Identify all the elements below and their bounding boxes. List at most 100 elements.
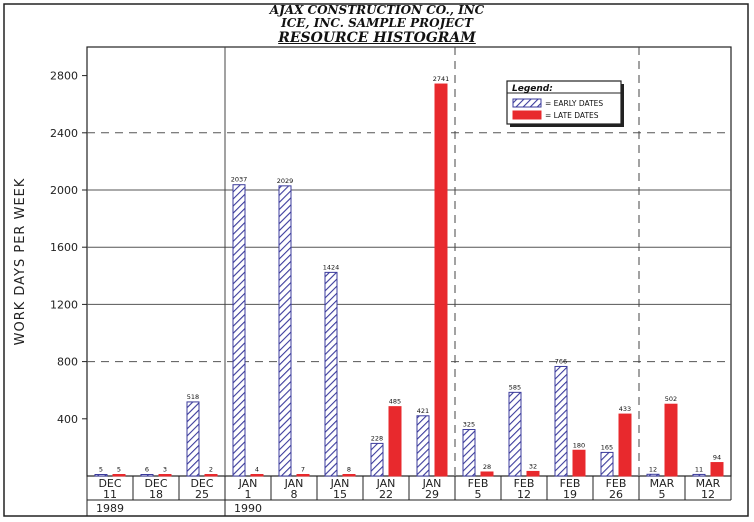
- bar-value-label: 228: [371, 434, 383, 442]
- x-tick-label-day: 5: [659, 488, 666, 501]
- x-tick-label-day: 12: [517, 488, 531, 501]
- year-label: 1989: [96, 502, 124, 515]
- y-tick-label: 800: [57, 356, 78, 369]
- bar-value-label: 433: [619, 405, 631, 413]
- bar-late-dates: [480, 471, 494, 477]
- bar-value-label: 518: [187, 393, 199, 401]
- legend-label-late-dates: = LATE DATES: [545, 111, 599, 120]
- y-tick-label: 400: [57, 413, 78, 426]
- bar-value-label: 485: [389, 398, 401, 406]
- legend-label-early-dates: = EARLY DATES: [545, 99, 603, 108]
- y-tick-label: 1200: [50, 298, 78, 311]
- bar-value-label: 2029: [277, 177, 294, 185]
- bar-value-label: 6: [145, 466, 149, 474]
- bar-value-label: 2741: [433, 75, 450, 83]
- year-label: 1990: [234, 502, 262, 515]
- bar-early-dates: [278, 185, 292, 477]
- bar-value-label: 12: [649, 465, 657, 473]
- y-tick-label: 2400: [50, 127, 78, 140]
- bar-early-dates: [554, 365, 568, 477]
- bar-value-label: 5: [99, 466, 103, 474]
- bar-late-dates: [572, 449, 586, 477]
- chart-title-main: RESOURCE HISTOGRAM: [278, 30, 476, 46]
- bar-value-label: 766: [555, 357, 567, 365]
- bar-early-dates: [370, 442, 384, 477]
- bar-value-label: 3: [163, 466, 167, 474]
- x-tick-label-day: 29: [425, 488, 439, 501]
- x-tick-label-day: 8: [291, 488, 298, 501]
- bar-value-label: 165: [601, 443, 613, 451]
- bar-early-dates: [692, 473, 706, 477]
- bar-late-dates: [664, 403, 678, 477]
- bar-late-dates: [342, 474, 356, 477]
- x-tick-label-month: DEC: [190, 477, 213, 490]
- x-tick-label-month: JAN: [238, 477, 258, 490]
- plot-frame: [86, 46, 732, 477]
- bar-late-dates: [526, 470, 540, 477]
- chart-title-company: AJAX CONSTRUCTION CO., INC: [269, 3, 485, 17]
- bar-late-dates: [618, 413, 632, 477]
- bar-early-dates: [646, 473, 660, 477]
- chart-title-block: AJAX CONSTRUCTION CO., INC ICE, INC. SAM…: [0, 3, 754, 47]
- x-tick-label-day: 12: [701, 488, 715, 501]
- bar-late-dates: [112, 474, 126, 477]
- bar-value-label: 7: [301, 466, 305, 474]
- legend-swatch-early-dates: [512, 98, 542, 108]
- bar-value-label: 585: [509, 383, 521, 391]
- outer-border: [3, 3, 749, 517]
- bar-value-label: 1424: [323, 263, 340, 271]
- bar-early-dates: [324, 271, 338, 477]
- bar-late-dates: [158, 474, 172, 477]
- x-tick-label-month: FEB: [514, 477, 535, 490]
- bar-early-dates: [416, 415, 430, 477]
- bar-early-dates: [186, 401, 200, 477]
- x-tick-label-month: JAN: [422, 477, 442, 490]
- x-tick-label-day: 26: [609, 488, 623, 501]
- legend-swatch-late-dates: [512, 110, 542, 120]
- bar-value-label: 8: [347, 466, 351, 474]
- bar-early-dates: [94, 474, 108, 477]
- bar-value-label: 2037: [231, 176, 248, 184]
- bar-value-label: 4: [255, 466, 259, 474]
- bar-value-label: 28: [483, 463, 491, 471]
- x-tick-label-month: MAR: [696, 477, 721, 490]
- bar-late-dates: [434, 83, 448, 477]
- bar-value-label: 502: [665, 395, 677, 403]
- y-axis-title: WORK DAYS PER WEEK: [13, 178, 28, 346]
- x-tick-label-day: 5: [475, 488, 482, 501]
- x-tick-label-month: FEB: [606, 477, 627, 490]
- x-tick-label-month: FEB: [560, 477, 581, 490]
- chart-title-project: ICE, INC. SAMPLE PROJECT: [281, 16, 473, 30]
- x-tick-label-month: DEC: [98, 477, 121, 490]
- bar-early-dates: [600, 451, 614, 477]
- legend-title: Legend:: [512, 84, 553, 94]
- x-tick-label-day: 22: [379, 488, 393, 501]
- bar-value-label: 5: [117, 466, 121, 474]
- y-tick-label: 2800: [50, 70, 78, 83]
- x-tick-label-day: 18: [149, 488, 163, 501]
- bar-early-dates: [508, 391, 522, 477]
- y-tick-label: 1600: [50, 241, 78, 254]
- x-tick-label-month: MAR: [650, 477, 675, 490]
- y-tick-label: 2000: [50, 184, 78, 197]
- x-tick-label-day: 25: [195, 488, 209, 501]
- x-tick-label-month: JAN: [284, 477, 304, 490]
- bar-value-label: 11: [695, 465, 703, 473]
- bar-value-label: 94: [713, 454, 721, 462]
- x-tick-label-month: DEC: [144, 477, 167, 490]
- x-tick-label-month: JAN: [376, 477, 396, 490]
- bar-early-dates: [462, 429, 476, 477]
- bar-value-label: 325: [463, 421, 475, 429]
- x-tick-label-month: FEB: [468, 477, 489, 490]
- bar-late-dates: [204, 474, 218, 477]
- x-tick-label-month: JAN: [330, 477, 350, 490]
- bar-late-dates: [250, 474, 264, 477]
- bar-early-dates: [232, 184, 246, 477]
- x-tick-label-day: 11: [103, 488, 117, 501]
- bar-value-label: 32: [529, 462, 537, 470]
- bar-late-dates: [388, 406, 402, 477]
- bar-late-dates: [710, 462, 724, 477]
- x-tick-label-day: 19: [563, 488, 577, 501]
- bar-early-dates: [140, 474, 154, 477]
